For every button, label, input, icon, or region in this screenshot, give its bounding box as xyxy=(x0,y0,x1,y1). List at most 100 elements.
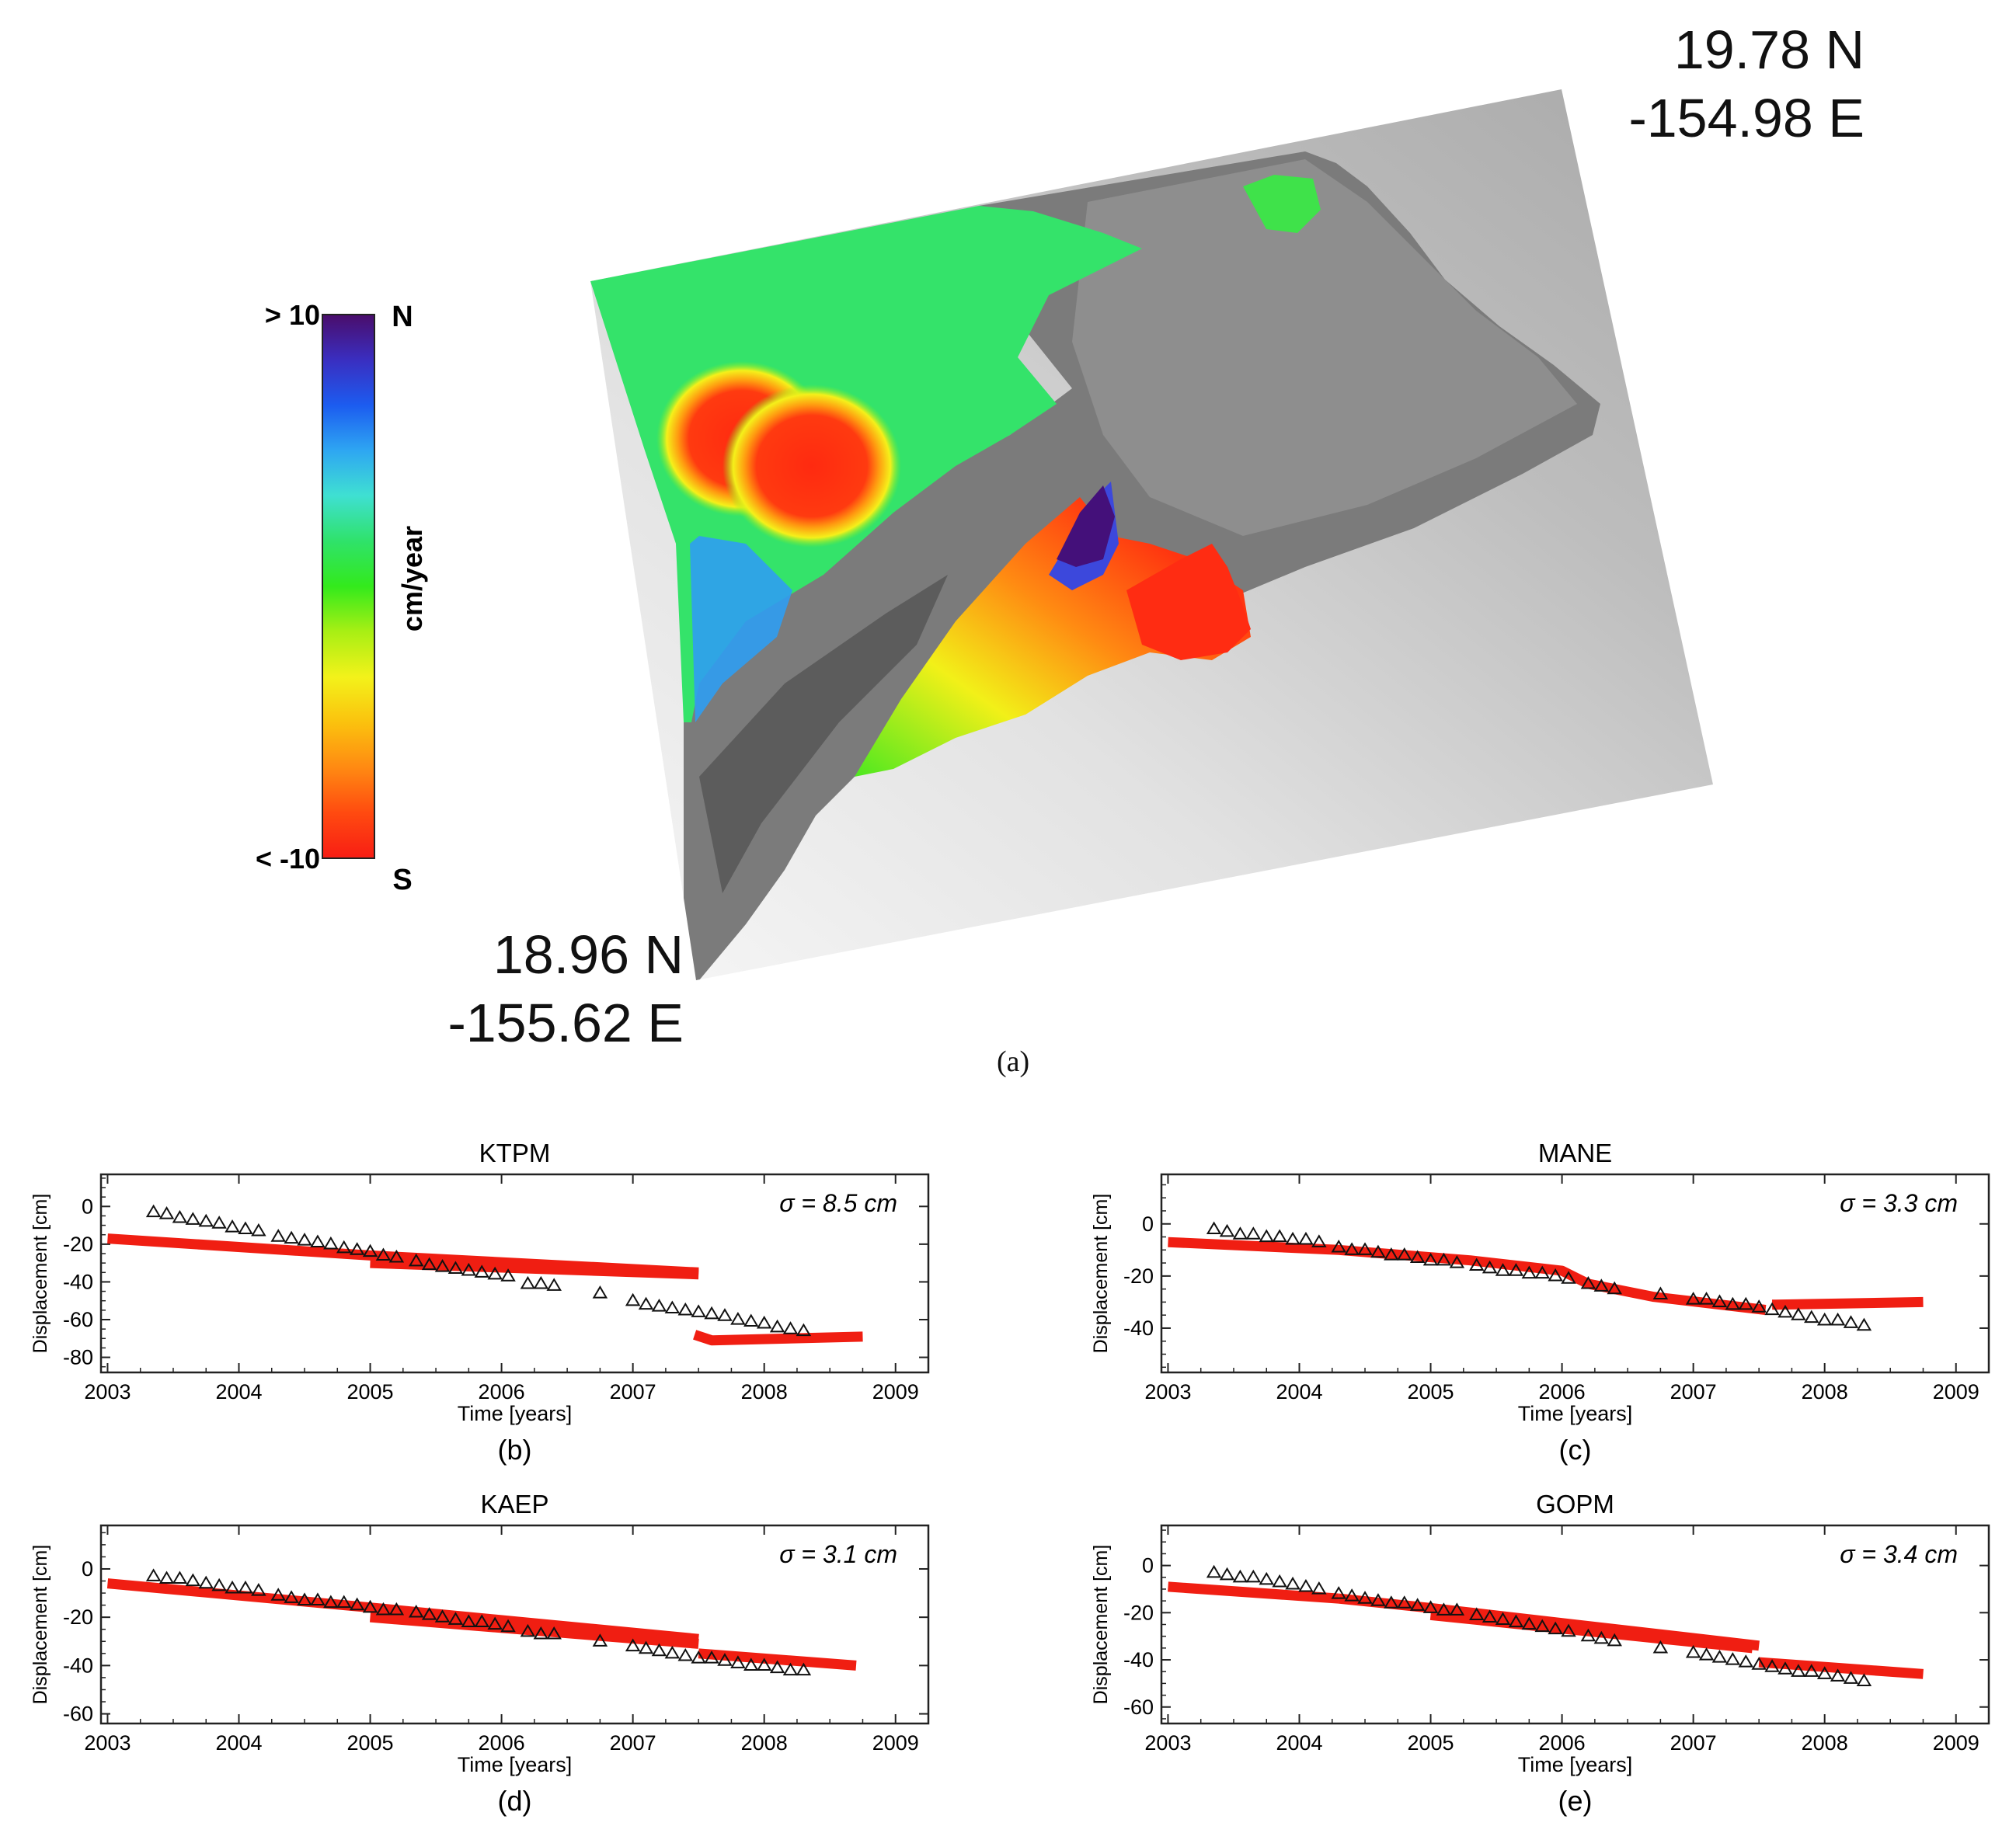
x-tick-label: 2003 xyxy=(1144,1380,1191,1404)
gps-data-point xyxy=(225,1219,240,1233)
corner-bottom-left-lat: 18.96 N xyxy=(493,924,684,985)
gps-data-point xyxy=(211,1216,227,1229)
x-tick-label: 2005 xyxy=(347,1731,394,1755)
gps-data-point xyxy=(1816,1666,1833,1679)
gps-data-point xyxy=(172,1209,188,1223)
x-tick-label: 2007 xyxy=(1670,1731,1717,1755)
gps-data-point xyxy=(1468,1257,1485,1271)
gps-data-point xyxy=(1791,1307,1806,1320)
gps-data-point xyxy=(1521,1265,1537,1279)
gps-data-point xyxy=(664,1645,681,1659)
gps-data-point xyxy=(1272,1574,1287,1588)
gps-data-point xyxy=(1357,1591,1373,1604)
gps-data-point xyxy=(546,1626,562,1640)
plot-frame xyxy=(99,1173,930,1374)
sigma-annotation: σ = 3.1 cm xyxy=(779,1540,897,1568)
x-tick-label: 2004 xyxy=(1276,1731,1322,1755)
gps-data-point xyxy=(1298,1578,1314,1592)
y-axis-label: Displacement [cm] xyxy=(30,1194,51,1354)
x-tick-label: 2008 xyxy=(741,1380,788,1404)
gps-data-point xyxy=(461,1614,477,1627)
gps-data-point xyxy=(1219,1223,1235,1237)
gps-data-point xyxy=(323,1595,339,1609)
gps-data-point xyxy=(1534,1265,1550,1279)
colorbar-south-label: S xyxy=(392,864,412,896)
y-tick-label: -80 xyxy=(63,1346,93,1369)
plot-frame xyxy=(1160,1173,1990,1374)
gps-data-point xyxy=(1468,1607,1485,1620)
gps-data-point xyxy=(1206,1221,1222,1235)
y-tick-label: -60 xyxy=(63,1308,93,1331)
gps-data-point xyxy=(145,1568,162,1581)
y-axis-label: Displacement [cm] xyxy=(1090,1194,1112,1354)
gps-data-point xyxy=(520,1275,536,1289)
x-tick-label: 2008 xyxy=(1802,1731,1848,1755)
gps-data-point xyxy=(1777,1304,1793,1318)
y-tick-label: 0 xyxy=(82,1557,93,1581)
gps-data-point xyxy=(691,1304,706,1317)
x-tick-label: 2004 xyxy=(1276,1380,1322,1404)
gps-data-point xyxy=(310,1592,326,1606)
gps-data-point xyxy=(730,1312,746,1325)
panel-caption: (c) xyxy=(1559,1434,1592,1466)
y-tick-label: -20 xyxy=(63,1233,93,1256)
gps-data-point xyxy=(1751,1657,1767,1670)
gps-data-point xyxy=(185,1573,201,1587)
gps-data-point xyxy=(1561,1623,1576,1637)
model-displacement-line xyxy=(370,1257,699,1280)
gps-data-point xyxy=(1344,1242,1360,1255)
gps-data-point xyxy=(1711,1650,1728,1663)
gps-data-point xyxy=(270,1588,286,1601)
gps-data-point xyxy=(1856,1317,1872,1331)
gps-data-point xyxy=(375,1247,392,1261)
gps-data-point xyxy=(1698,1292,1715,1305)
colorbar-outline xyxy=(322,314,375,859)
x-tick-label: 2007 xyxy=(610,1731,656,1755)
gps-data-point xyxy=(1384,1247,1399,1261)
gps-data-point xyxy=(1298,1231,1314,1245)
gps-data-point xyxy=(500,1619,516,1633)
gps-data-point xyxy=(677,1647,694,1661)
gps-data-point xyxy=(1436,1252,1452,1266)
chart-title: KAEP xyxy=(480,1490,548,1518)
gps-data-point xyxy=(651,1299,667,1312)
gps-data-point xyxy=(1396,1595,1412,1609)
gps-data-point xyxy=(1245,1569,1262,1583)
corner-bottom-left-coordinates: 18.96 N -155.62 E xyxy=(365,920,684,1057)
gps-data-point xyxy=(1285,1231,1300,1245)
x-tick-label: 2003 xyxy=(84,1731,131,1755)
timeseries-gopm: GOPM 2003 2004 2005 2006 2007 2008 2009 0 -20 -40 -… xyxy=(1090,1490,1990,1817)
panel-ktpm: KTPM 2003 2004 2005 2006 2007 2008 2009 0 -20 -40 -… xyxy=(16,1134,948,1480)
gps-data-point xyxy=(336,1595,352,1609)
gps-data-point xyxy=(487,1616,503,1630)
gps-data-point xyxy=(336,1240,352,1254)
gps-data-point xyxy=(434,1259,451,1272)
gps-data-point xyxy=(1580,1275,1596,1289)
gps-data-point xyxy=(1548,1268,1563,1282)
y-axis-label: Displacement [cm] xyxy=(1090,1545,1112,1705)
gps-data-point xyxy=(1791,1664,1806,1677)
panel-caption: (e) xyxy=(1558,1785,1593,1817)
gps-data-point xyxy=(158,1570,175,1584)
corner-top-right-lat: 19.78 N xyxy=(1673,19,1865,80)
y-tick-label: 0 xyxy=(82,1195,93,1218)
velocity-overlay-red-east xyxy=(1126,544,1251,660)
gps-data-point xyxy=(1436,1602,1452,1616)
gps-data-point xyxy=(388,1602,405,1616)
gps-data-point xyxy=(185,1212,201,1225)
gps-data-point xyxy=(251,1582,266,1596)
gps-data-point xyxy=(362,1244,378,1257)
y-tick-label: -20 xyxy=(63,1605,93,1629)
gps-data-point xyxy=(638,1296,654,1310)
gps-data-point xyxy=(756,1315,772,1329)
model-displacement-line xyxy=(1771,1296,1924,1310)
x-tick-label: 2006 xyxy=(1539,1380,1586,1404)
x-tick-label: 2003 xyxy=(1144,1731,1191,1755)
x-tick-label: 2005 xyxy=(1408,1380,1454,1404)
gps-data-point xyxy=(638,1640,654,1654)
velocity-overlay-south xyxy=(855,497,1251,777)
panel-caption: (d) xyxy=(498,1785,532,1817)
gps-data-point xyxy=(730,1655,746,1668)
sigma-annotation: σ = 3.4 cm xyxy=(1840,1540,1958,1568)
x-tick-label: 2007 xyxy=(610,1380,656,1404)
